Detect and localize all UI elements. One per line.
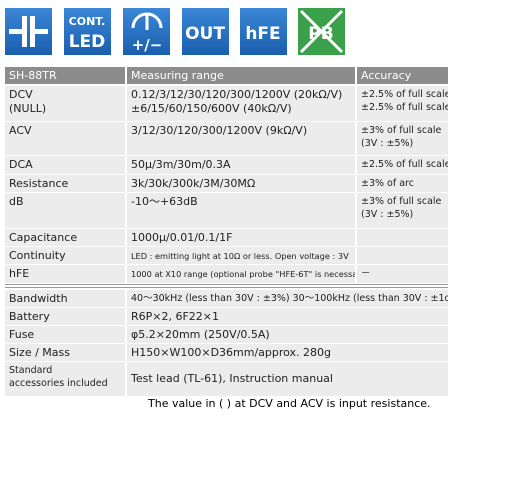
row-label: ACV [5,122,125,155]
range-cell: 3/12/30/120/300/1200V (9kΩ/V) [127,122,355,155]
range-cell: -10～+63dB [127,193,355,228]
value-cell: R6P×2, 6F22×1 [127,308,448,325]
row-label: DCA [5,156,125,174]
range-cell: 1000μ/0.01/0.1/1F [127,229,355,246]
row-label: Continuity [5,247,125,264]
cell-line: 3/12/30/120/300/1200V (9kΩ/V) [131,124,308,137]
value-cell: φ5.2×20mm (250V/0.5A) [127,326,448,343]
cell-line: ±3% of arc [361,178,414,189]
cell-line: Resistance [9,177,69,190]
cell-line: H150×W100×D36mm/approx. 280g [131,346,332,359]
icon-label: hFE [245,24,280,44]
value-cell: Test lead (TL-61), Instruction manual [127,362,448,396]
row-label: Standard accessories included [5,362,125,396]
cell-line: Size / Mass [9,346,70,359]
cell-line: LED : emitting light at 10Ω or less. Ope… [131,251,349,261]
cell-line: -10～+63dB [131,195,198,208]
row-label: DCV (NULL) [5,86,125,121]
footnote: The value in ( ) at DCV and ACV is input… [148,397,431,410]
range-cell: LED : emitting light at 10Ω or less. Ope… [127,247,355,264]
accuracy-cell: － [357,265,448,283]
cell-line: Test lead (TL-61), Instruction manual [131,372,333,385]
row-label: Size / Mass [5,344,125,361]
range-cell: 3k/30k/300k/3M/30MΩ [127,175,355,192]
cell-line: 1000μ/0.01/0.1/1F [131,231,233,244]
cell-line: 50μ/3m/30m/0.3A [131,158,231,171]
cell-line: (NULL) [9,102,47,115]
row-label: dB [5,193,125,228]
accuracy-cell: ±2.5% of full scale [357,156,448,174]
range-cell: 50μ/3m/30m/0.3A [127,156,355,174]
cell-line: DCV [9,88,33,101]
cell-line: R6P×2, 6F22×1 [131,310,220,323]
range-cell: 0.12/3/12/30/120/300/1200V (20kΩ/V) ±6/15… [127,86,355,121]
cell-line: 1000 at X10 range (optional probe "HFE-6… [131,269,355,279]
cell-line: Fuse [9,328,35,341]
cell-line: (3V : ±5%) [361,209,414,220]
cell-line: dB [9,195,24,208]
icon-row: CONT. LED +/− OUT hFE PB [5,8,345,55]
cont-led-icon: CONT. LED [64,8,111,55]
cell-line: ±3% of full scale [361,196,442,207]
cell-line: ±3% of full scale [361,125,442,136]
header-cell: Accuracy [357,67,448,84]
row-label: Battery [5,308,125,325]
accuracy-cell: ±3% of full scale (3V : ±5%) [357,122,448,155]
separator [5,287,448,288]
row-label: Resistance [5,175,125,192]
value-cell: H150×W100×D36mm/approx. 280g [127,344,448,361]
cell-line: DCA [9,158,33,171]
separator [5,284,448,285]
icon-label: LED [69,32,106,52]
row-label: Bandwidth [5,290,125,307]
cell-line: hFE [9,267,30,280]
row-label: hFE [5,265,125,283]
header-cell: Measuring range [127,67,355,84]
cell-line: ±2.5% of full scale [361,89,448,100]
icon-label: +/− [132,36,163,54]
hfe-icon: hFE [240,8,287,55]
cell-line: Battery [9,310,50,323]
accuracy-cell: ±3% of arc [357,175,448,192]
row-label: Fuse [5,326,125,343]
cell-line: Continuity [9,249,66,262]
cell-line: Standard [9,365,53,376]
accuracy-cell: ±2.5% of full scale ±2.5% of full scale [357,86,448,121]
cell-line: Capacitance [9,231,78,244]
cell-line: 40～30kHz (less than 30V : ±3%) 30～100kHz… [131,293,448,304]
cell-line: 0.12/3/12/30/120/300/1200V (20kΩ/V) [131,88,343,101]
range-cell: 1000 at X10 range (optional probe "HFE-6… [127,265,355,283]
accuracy-cell [357,247,448,264]
polarity-icon: +/− [123,8,170,55]
cell-line: Bandwidth [9,292,68,305]
cell-line: ACV [9,124,32,137]
icon-label: OUT [185,24,225,44]
cell-line: ±6/15/60/150/600V (40kΩ/V) [131,102,292,115]
cell-line: (3V : ±5%) [361,138,414,149]
row-label: Capacitance [5,229,125,246]
capacitor-icon [5,8,52,55]
cell-line: ±2.5% of full scale [361,102,448,113]
out-icon: OUT [182,8,229,55]
pb-free-icon: PB [298,8,345,55]
cell-line: φ5.2×20mm (250V/0.5A) [131,328,270,341]
cell-line: accessories included [9,378,108,389]
accuracy-cell [357,229,448,246]
value-cell: 40～30kHz (less than 30V : ±3%) 30～100kHz… [127,290,448,307]
cell-line: － [361,268,371,279]
cell-line: 3k/30k/300k/3M/30MΩ [131,177,256,190]
header-cell: SH-88TR [5,67,125,84]
cell-line: ±2.5% of full scale [361,159,448,170]
icon-label: CONT. [69,15,106,28]
accuracy-cell: ±3% of full scale (3V : ±5%) [357,193,448,228]
